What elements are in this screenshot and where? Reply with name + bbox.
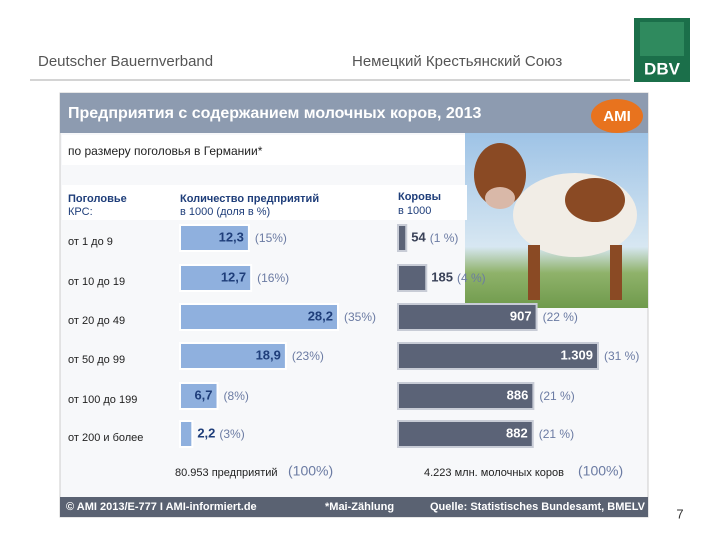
share-label: (1 %) (430, 231, 459, 245)
value-label: 6,7 (194, 387, 212, 402)
share-label: (3%) (219, 427, 244, 441)
page-number: 7 (676, 506, 683, 521)
share-label: (22 %) (543, 310, 578, 324)
row-header: Поголовье (68, 193, 127, 205)
value-label: 907 (510, 308, 532, 323)
value-label: 882 (506, 425, 528, 440)
bar (397, 264, 428, 292)
cow-patch (565, 178, 625, 222)
row-header: КРС: (68, 206, 93, 218)
share-label: (8%) (224, 389, 249, 403)
value-label: 2,2 (197, 425, 215, 440)
category-label: от 10 до 19 (68, 276, 125, 288)
dbv-logo-text: DBV (644, 59, 681, 78)
ami-logo (591, 99, 643, 133)
cow-head (474, 143, 526, 207)
value-label: 18,9 (256, 347, 281, 362)
footer-left: © AMI 2013/E-777 I AMI-informiert.de (66, 501, 257, 513)
value-label: 28,2 (308, 308, 333, 323)
share-label: (35%) (344, 310, 376, 324)
header-center: Немецкий Крестьянский Союз (352, 53, 562, 70)
bar (179, 224, 250, 252)
footer-band (60, 497, 648, 517)
cow (474, 143, 637, 300)
category-label: от 100 до 199 (68, 394, 137, 406)
bar (397, 420, 534, 448)
bar (397, 303, 538, 331)
bar (179, 264, 253, 292)
ami-logo-text: AMI (603, 108, 631, 125)
bar (179, 420, 194, 448)
footer-center: *Mai-Zählung (325, 501, 394, 513)
bar (397, 382, 535, 410)
header-left: Deutscher Bauernverband (38, 53, 213, 70)
title: Предприятия с содержанием молочных коров… (68, 105, 482, 122)
bar (179, 382, 219, 410)
value-label: 54 (411, 229, 426, 244)
total-share: (100%) (288, 463, 333, 479)
cow-leg (610, 245, 622, 300)
col-header: в 1000 (398, 205, 431, 217)
share-label: (21 %) (539, 389, 574, 403)
category-label: от 200 и более (68, 432, 143, 444)
total-label: 4.223 млн. молочных коров (424, 467, 564, 479)
col-header: Коровы (398, 191, 441, 203)
share-label: (31 %) (604, 349, 639, 363)
value-label: 1.309 (560, 347, 593, 362)
cow-muzzle (485, 187, 515, 209)
category-label: от 20 до 49 (68, 315, 125, 327)
value-label: 12,7 (221, 269, 246, 284)
col-header: Количество предприятий (180, 193, 319, 205)
value-label: 12,3 (219, 229, 244, 244)
share-label: (4 %) (457, 271, 486, 285)
share-label: (16%) (257, 271, 289, 285)
value-label: 886 (507, 387, 529, 402)
subtitle-box (62, 135, 465, 165)
cow-leg (528, 245, 540, 300)
header-box (62, 185, 467, 220)
dbv-logo-panel (640, 22, 684, 56)
category-label: от 1 до 9 (68, 236, 113, 248)
value-label: 185 (431, 269, 453, 284)
col-header: в 1000 (доля в %) (180, 206, 270, 218)
share-label: (23%) (292, 349, 324, 363)
subtitle: по размеру поголовья в Германии* (68, 144, 263, 158)
share-label: (15%) (255, 231, 287, 245)
category-label: от 50 до 99 (68, 354, 125, 366)
bar (179, 342, 287, 370)
footer-right: Quelle: Statistisches Bundesamt, BMELV (430, 501, 646, 513)
share-label: (21 %) (539, 427, 574, 441)
bar (179, 303, 339, 331)
total-share: (100%) (578, 463, 623, 479)
bar (397, 224, 408, 252)
title-band (60, 93, 648, 133)
bar (397, 342, 599, 370)
total-label: 80.953 предприятий (175, 467, 278, 479)
